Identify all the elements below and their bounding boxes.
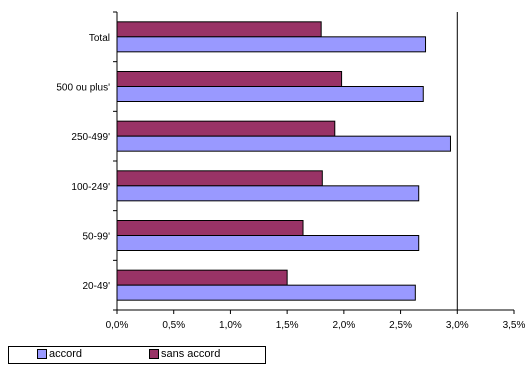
x-tick-label: 2,0% <box>332 320 355 331</box>
x-tick-label: 3,0% <box>446 320 469 331</box>
bar-sans-accord-5 <box>116 269 288 286</box>
bar-accord-5 <box>116 284 416 301</box>
bar-sans-accord-3 <box>116 170 323 187</box>
axes <box>113 11 515 314</box>
bar-sans-accord-4 <box>116 220 304 236</box>
x-tick-label: 1,0% <box>219 320 242 331</box>
legend-label-sans-accord: sans accord <box>161 348 221 360</box>
legend-swatch-sans-accord <box>149 349 159 359</box>
bar-accord-3 <box>116 185 420 202</box>
bar-sans-accord-1 <box>116 71 343 87</box>
bar-accord-0 <box>116 36 427 53</box>
category-label: 50-99' <box>83 232 111 243</box>
bar-sans-accord-2 <box>116 120 336 137</box>
category-label: 500 ou plus' <box>56 83 110 94</box>
x-tick-label: 1,5% <box>276 320 299 331</box>
category-labels: Total 500 ou plus' 250-499' 100-249' 50-99' 2… <box>56 33 110 292</box>
category-label: Total <box>89 33 110 44</box>
category-label: 20-49' <box>83 281 111 292</box>
bars <box>116 21 451 301</box>
bar-accord-1 <box>116 86 424 102</box>
legend-item-accord: accord <box>37 348 82 360</box>
x-tick-label: 0,0% <box>106 320 129 331</box>
legend-item-sans-accord: sans accord <box>149 348 220 360</box>
category-label: 250-499' <box>71 132 110 143</box>
legend-swatch-accord <box>37 349 47 359</box>
x-tick-label: 2,5% <box>389 320 412 331</box>
legend: accord sans accord <box>8 346 266 364</box>
bar-accord-2 <box>116 135 451 152</box>
bar-accord-4 <box>116 235 420 251</box>
x-tick-label: 0,5% <box>162 320 185 331</box>
x-tick-labels: 0,0% 0,5% 1,0% 1,5% 2,0% 2,5% 3,0% 3,5% <box>106 320 526 331</box>
x-tick-label: 3,5% <box>503 320 526 331</box>
category-label: 100-249' <box>71 182 110 193</box>
bar-sans-accord-0 <box>116 21 322 38</box>
legend-label-accord: accord <box>49 348 83 360</box>
